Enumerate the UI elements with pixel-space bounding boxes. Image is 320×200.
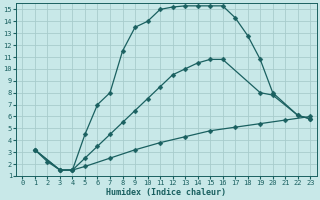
X-axis label: Humidex (Indice chaleur): Humidex (Indice chaleur) [106, 188, 226, 197]
